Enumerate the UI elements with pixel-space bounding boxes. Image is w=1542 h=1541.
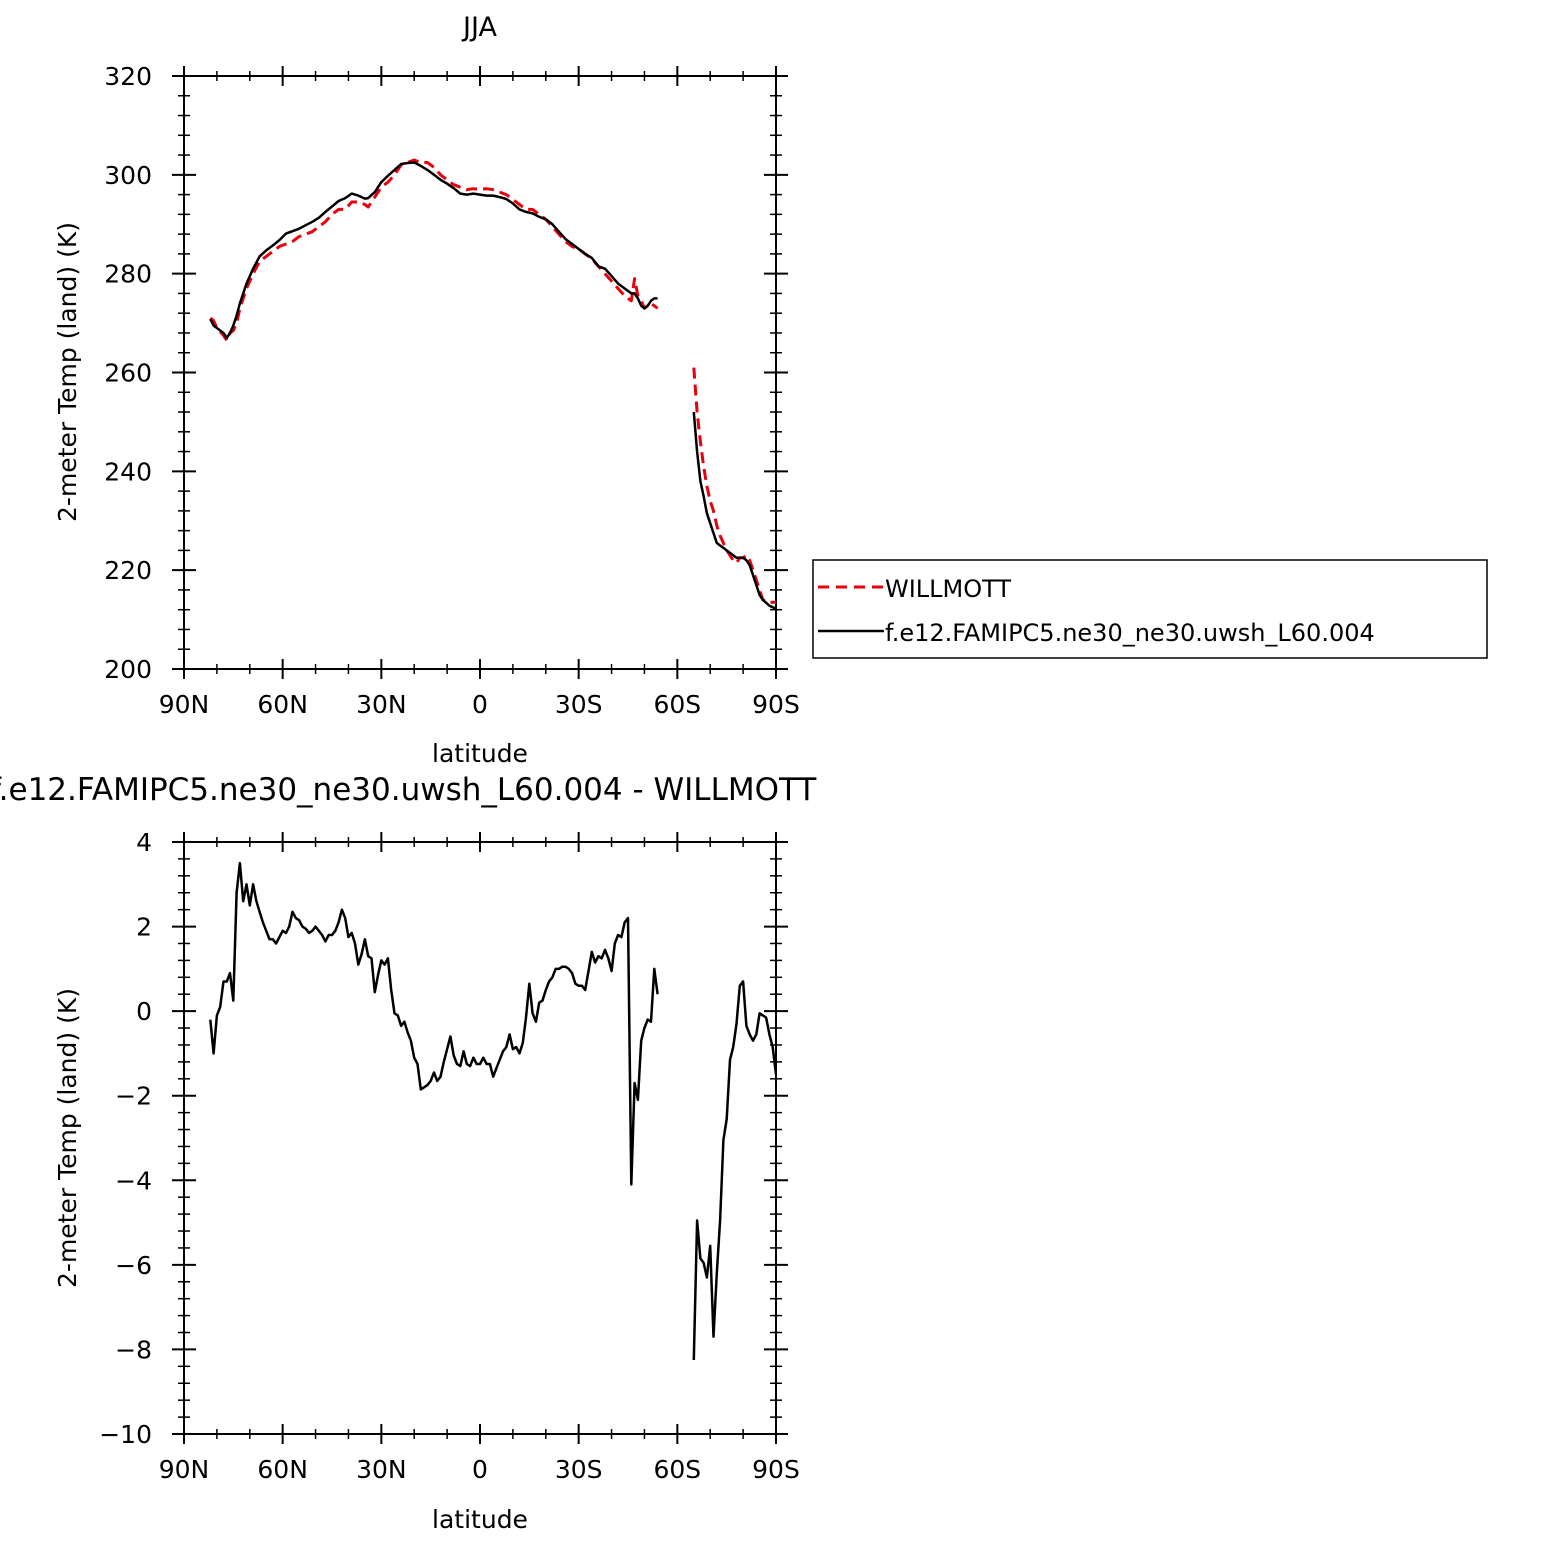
top-y-axis-label: 2-meter Temp (land) (K): [53, 222, 82, 522]
top-x-tick-label: 30N: [356, 690, 407, 719]
bottom-x-axis-label: latitude: [432, 1505, 528, 1534]
top-tick-labels: 90N 60N 30N 0 30S 60S 90S 200 220 240 260 280 300 320: [104, 62, 800, 719]
top-x-tick-label: 0: [472, 690, 488, 719]
top-y-tick-label: 260: [104, 359, 152, 388]
top-x-axis-label: latitude: [432, 739, 528, 768]
bottom-series-0-line: [692, 980, 776, 1361]
top-y-tick-label: 200: [104, 655, 152, 684]
legend-label-willmott: WILLMOTT: [885, 575, 1011, 603]
top-x-tick-label: 60S: [653, 690, 701, 719]
bottom-y-axis-label: 2-meter Temp (land) (K): [53, 988, 82, 1288]
legend-box: [812, 559, 1488, 659]
legend: WILLMOTT f.e12.FAMIPC5.ne30_ne30.uwsh_L6…: [812, 559, 1488, 659]
bottom-x-tick-label: 60N: [257, 1455, 308, 1484]
bottom-series-0-line: [209, 861, 659, 1186]
top-y-tick-label: 300: [104, 161, 152, 190]
bottom-x-tick-label: 90N: [159, 1455, 210, 1484]
bottom-x-tick-label: 90S: [752, 1455, 800, 1484]
bottom-x-tick-label: 0: [472, 1455, 488, 1484]
bottom-y-tick-label: −10: [99, 1420, 152, 1449]
bottom-chart-title: f.e12.FAMIPC5.ne30_ne30.uwsh_L60.004 - W…: [0, 772, 817, 808]
top-x-tick-label: 90N: [159, 690, 210, 719]
top-y-tick-label: 220: [104, 556, 152, 585]
top-x-tick-label: 60N: [257, 690, 308, 719]
bottom-x-tick-label: 30S: [555, 1455, 603, 1484]
top-y-tick-label: 240: [104, 457, 152, 486]
top-series-1-line: [692, 411, 776, 610]
top-series-layer: [209, 158, 776, 610]
bottom-plot-frame: [183, 841, 777, 1435]
bottom-tick-labels: 90N 60N 30N 0 30S 60S 90S −10 −8 −6 −4 −2 0 2 4: [99, 828, 800, 1484]
top-plot-frame: [183, 75, 777, 670]
top-y-tick-label: 280: [104, 260, 152, 289]
bottom-y-tick-label: −6: [115, 1251, 152, 1280]
top-panel: JJA 90N 60N 30N 0 30S 60S 90S 200 220 240 260 280 30…: [53, 12, 800, 768]
top-x-tick-label: 90S: [752, 690, 800, 719]
top-chart-title: JJA: [461, 12, 497, 43]
bottom-series-layer: [209, 861, 776, 1361]
bottom-x-tick-label: 60S: [653, 1455, 701, 1484]
bottom-y-tick-label: 0: [136, 997, 152, 1026]
bottom-panel: f.e12.FAMIPC5.ne30_ne30.uwsh_L60.004 - W…: [0, 772, 817, 1534]
top-series-0-line: [209, 158, 659, 342]
legend-label-model: f.e12.FAMIPC5.ne30_ne30.uwsh_L60.004: [885, 619, 1375, 647]
bottom-y-tick-label: −2: [115, 1082, 152, 1111]
top-series-1-line: [209, 161, 658, 340]
bottom-y-tick-label: −4: [115, 1166, 152, 1195]
top-series-0-line: [692, 367, 776, 604]
bottom-y-tick-label: 4: [136, 828, 152, 857]
top-y-tick-label: 320: [104, 62, 152, 91]
top-x-tick-label: 30S: [555, 690, 603, 719]
bottom-y-tick-label: 2: [136, 913, 152, 942]
bottom-y-tick-label: −8: [115, 1335, 152, 1364]
bottom-x-tick-label: 30N: [356, 1455, 407, 1484]
